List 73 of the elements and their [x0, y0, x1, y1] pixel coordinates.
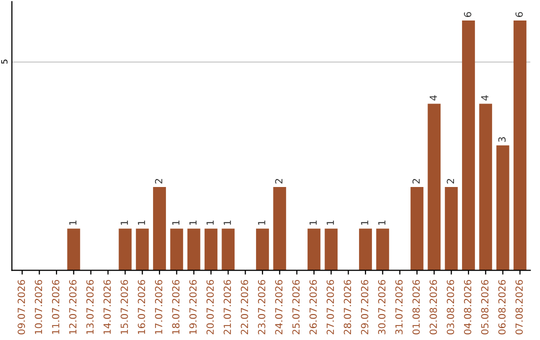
bar — [410, 187, 424, 270]
bar — [324, 228, 338, 270]
x-tick-label: 26.07.2026 — [309, 280, 317, 334]
x-tick-label: 27.07.2026 — [326, 280, 334, 334]
x-tick-label: 30.07.2026 — [378, 280, 386, 334]
data-label: 1 — [310, 220, 317, 225]
x-tick-label: 06.08.2026 — [498, 280, 506, 334]
bar — [444, 187, 458, 270]
bar — [153, 187, 166, 270]
x-tick-label: 24.07.2026 — [275, 280, 282, 334]
x-tick-label: 21.07.2026 — [224, 280, 231, 334]
x-tick-label: 09.07.2026 — [18, 280, 25, 334]
x-tick-label: 25.07.2026 — [292, 280, 300, 334]
x-tick-label: 19.07.2026 — [189, 280, 197, 334]
x-tick-label: 07.08.2026 — [515, 280, 523, 334]
bar — [308, 228, 320, 270]
x-tick-label: 29.07.2026 — [360, 280, 368, 334]
bar — [67, 228, 80, 270]
bar — [496, 145, 510, 270]
data-label: 1 — [224, 220, 231, 225]
x-tick-label: 03.08.2026 — [446, 280, 454, 334]
x-tick-label: 13.07.2026 — [86, 280, 94, 334]
data-label: 4 — [481, 95, 488, 100]
data-label: 1 — [120, 220, 128, 225]
data-label: 1 — [138, 220, 146, 225]
bar — [359, 228, 372, 270]
data-label: 1 — [326, 220, 334, 225]
y-tick-label: 5 — [1, 60, 8, 64]
x-tick-label: 28.07.2026 — [344, 280, 352, 334]
x-tick-label: 11.07.2026 — [52, 280, 60, 334]
data-label: 1 — [69, 220, 76, 225]
x-tick-label: 01.08.2026 — [412, 280, 420, 334]
data-label: 4 — [430, 95, 437, 100]
x-tick-label: 18.07.2026 — [172, 280, 180, 334]
x-tick-label: 16.07.2026 — [138, 280, 146, 334]
data-label: 1 — [172, 220, 180, 225]
data-label: 1 — [258, 220, 266, 225]
bar — [273, 187, 286, 270]
data-label: 1 — [189, 220, 197, 225]
data-label: 3 — [498, 137, 506, 142]
bar — [187, 228, 200, 270]
x-tick-label: 14.07.2026 — [103, 280, 111, 334]
bar — [376, 228, 390, 270]
data-label: 2 — [412, 179, 420, 184]
bar — [204, 228, 218, 270]
bar — [479, 104, 492, 270]
x-tick-label: 10.07.2026 — [34, 280, 42, 334]
x-tick-label: 04.08.2026 — [464, 280, 472, 334]
bar — [222, 228, 235, 270]
data-label: 1 — [206, 220, 214, 225]
x-tick-label: 31.07.2026 — [395, 280, 403, 334]
x-tick-label: 22.07.2026 — [240, 280, 248, 334]
x-tick-label: 23.07.2026 — [258, 280, 266, 334]
x-tick-label: 02.08.2026 — [430, 280, 437, 334]
x-tick-label: 05.08.2026 — [481, 280, 488, 334]
data-label: 2 — [446, 179, 454, 184]
data-label: 1 — [378, 220, 386, 225]
data-label: 2 — [275, 179, 282, 184]
data-label: 6 — [464, 12, 472, 17]
bar — [136, 228, 149, 270]
bar — [170, 228, 184, 270]
x-tick-label: 20.07.2026 — [206, 280, 214, 334]
data-label: 2 — [154, 179, 162, 184]
bar — [256, 228, 269, 270]
data-label: 6 — [515, 12, 523, 17]
data-label: 1 — [361, 220, 368, 225]
x-tick-label: 17.07.2026 — [154, 280, 162, 334]
x-tick-label: 12.07.2026 — [69, 280, 76, 334]
bar — [428, 104, 441, 270]
bar — [514, 20, 526, 270]
bar — [462, 20, 475, 270]
x-tick-label: 15.07.2026 — [120, 280, 128, 334]
bar — [118, 228, 132, 270]
